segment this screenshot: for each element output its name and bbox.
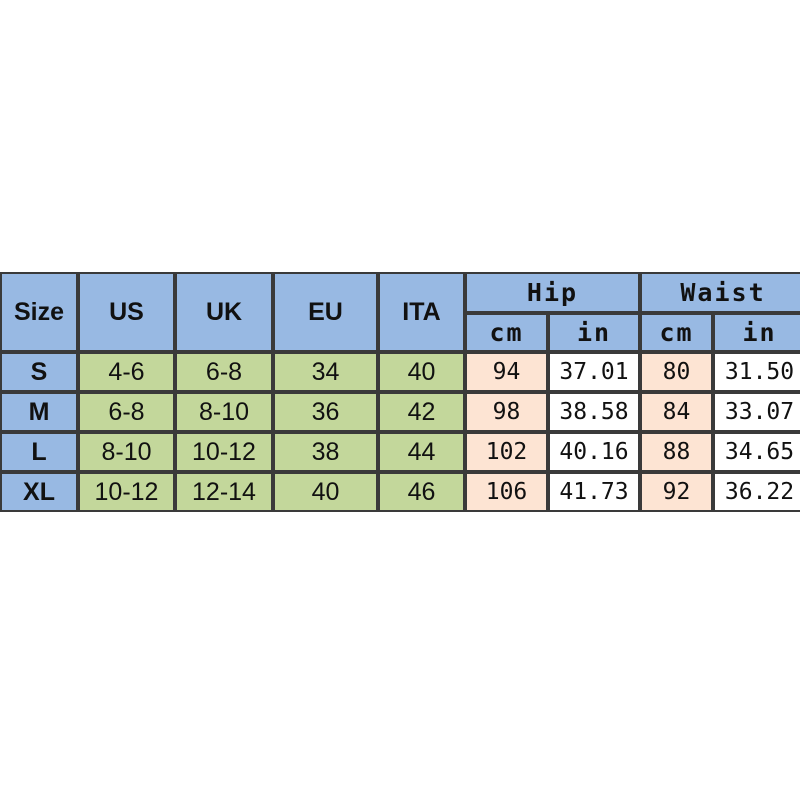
data-cell: 34.65 <box>713 432 800 472</box>
data-cell: 98 <box>465 392 548 432</box>
row-label: M <box>0 392 78 432</box>
row-label: S <box>0 352 78 392</box>
data-cell: 40 <box>273 472 378 512</box>
data-cell: 4-6 <box>78 352 175 392</box>
data-cell: 38.58 <box>548 392 640 432</box>
data-cell: 34 <box>273 352 378 392</box>
data-cell: 94 <box>465 352 548 392</box>
data-cell: 37.01 <box>548 352 640 392</box>
data-cell: 84 <box>640 392 713 432</box>
header-cell: ITA <box>378 272 465 352</box>
data-cell: 6-8 <box>175 352 273 392</box>
data-cell: 31.50 <box>713 352 800 392</box>
data-cell: 106 <box>465 472 548 512</box>
data-cell: 8-10 <box>78 432 175 472</box>
data-cell: 6-8 <box>78 392 175 432</box>
group-header: Waist <box>640 272 800 313</box>
data-cell: 42 <box>378 392 465 432</box>
data-cell: 88 <box>640 432 713 472</box>
group-header: Hip <box>465 272 640 313</box>
data-cell: 10-12 <box>175 432 273 472</box>
row-label: XL <box>0 472 78 512</box>
sub-header: in <box>713 313 800 352</box>
data-cell: 40 <box>378 352 465 392</box>
data-cell: 44 <box>378 432 465 472</box>
data-cell: 102 <box>465 432 548 472</box>
data-cell: 10-12 <box>78 472 175 512</box>
data-cell: 80 <box>640 352 713 392</box>
header-cell: Size <box>0 272 78 352</box>
header-cell: EU <box>273 272 378 352</box>
data-cell: 12-14 <box>175 472 273 512</box>
sub-header: cm <box>640 313 713 352</box>
data-cell: 33.07 <box>713 392 800 432</box>
sub-header: in <box>548 313 640 352</box>
data-cell: 8-10 <box>175 392 273 432</box>
data-cell: 36.22 <box>713 472 800 512</box>
data-cell: 38 <box>273 432 378 472</box>
row-label: L <box>0 432 78 472</box>
data-cell: 92 <box>640 472 713 512</box>
header-cell: UK <box>175 272 273 352</box>
data-cell: 36 <box>273 392 378 432</box>
sub-header: cm <box>465 313 548 352</box>
header-cell: US <box>78 272 175 352</box>
data-cell: 46 <box>378 472 465 512</box>
data-cell: 40.16 <box>548 432 640 472</box>
data-cell: 41.73 <box>548 472 640 512</box>
